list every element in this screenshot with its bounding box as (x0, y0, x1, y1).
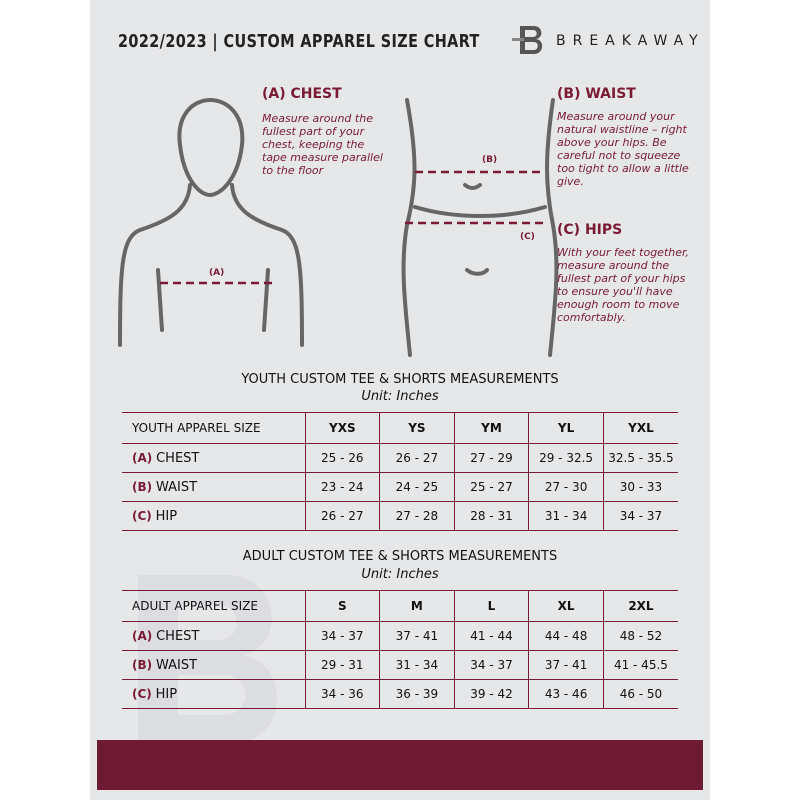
row-label: (C) HIP (122, 679, 305, 709)
table-row: (A) CHEST 34 - 37 37 - 41 41 - 44 44 - 48 48 … (122, 621, 678, 651)
lower-body-illustration (401, 98, 559, 357)
table-cell: 27 - 30 (528, 472, 604, 502)
row-letter: (B) (132, 479, 153, 494)
table-cell: 39 - 42 (453, 679, 529, 709)
table-cell: 34 - 37 (602, 501, 678, 531)
table-cell: 43 - 46 (528, 679, 604, 709)
waist-heading: (B) WAIST (557, 86, 636, 102)
table-cell: 27 - 28 (379, 501, 455, 531)
table-cell: 44 - 48 (528, 621, 604, 651)
row-letter: (A) (132, 628, 153, 643)
row-name: HIP (155, 508, 178, 524)
row-label: (B) WAIST (122, 472, 305, 502)
table-cell: 24 - 25 (379, 472, 455, 502)
size-column-header: YXL (602, 412, 678, 444)
row-name: CHEST (156, 628, 200, 644)
table-cell: 41 - 44 (453, 621, 529, 651)
row-name: WAIST (155, 657, 198, 673)
page-title: 2022/2023 | CUSTOM APPAREL SIZE CHART (118, 31, 480, 52)
adult-section-title: ADULT CUSTOM TEE & SHORTS MEASUREMENTS (242, 549, 558, 564)
table-row: (C) HIP 26 - 27 27 - 28 28 - 31 31 - 34 34 - … (122, 501, 678, 531)
table-cell: 29 - 31 (304, 650, 380, 680)
size-header: YOUTH APPAREL SIZE (122, 412, 305, 444)
youth-unit: Unit: Inches (361, 389, 439, 404)
table-cell: 32.5 - 35.5 (602, 443, 678, 473)
row-label: (A) CHEST (122, 621, 305, 651)
chest-tag: (A) (209, 268, 225, 278)
size-column-header: S (304, 590, 380, 622)
table-cell: 31 - 34 (379, 650, 455, 680)
table-header-row: YOUTH APPAREL SIZE YXS YS YM YL YXL (122, 412, 678, 444)
table-cell: 37 - 41 (528, 650, 604, 680)
table-cell: 25 - 27 (453, 472, 529, 502)
upper-body-illustration (118, 98, 304, 347)
size-column-header: XL (528, 590, 604, 622)
row-label: (C) HIP (122, 501, 305, 531)
row-label: (A) CHEST (122, 443, 305, 473)
size-column-header: YM (453, 412, 529, 444)
table-row: (A) CHEST 25 - 26 26 - 27 27 - 29 29 - 32.5 3… (122, 443, 678, 473)
row-letter: (C) (132, 508, 152, 523)
row-letter: (B) (132, 657, 153, 672)
table-cell: 30 - 33 (602, 472, 678, 502)
size-column-header: M (379, 590, 455, 622)
row-label: (B) WAIST (122, 650, 305, 680)
hips-description: With your feet together, measure around … (557, 246, 690, 324)
table-cell: 34 - 36 (304, 679, 380, 709)
row-letter: (A) (132, 450, 153, 465)
table-cell: 28 - 31 (453, 501, 529, 531)
hips-heading: (C) HIPS (557, 222, 623, 238)
size-column-header: L (453, 590, 529, 622)
table-cell: 36 - 39 (379, 679, 455, 709)
row-name: HIP (155, 686, 178, 702)
adult-unit: Unit: Inches (361, 567, 439, 582)
adult-size-table: ADULT APPAREL SIZE S M L XL 2XL (A) CHEST 34 - … (122, 590, 678, 709)
waist-description: Measure around your natural waistline – … (557, 110, 689, 188)
size-column-header: YXS (304, 412, 380, 444)
youth-section-title: YOUTH CUSTOM TEE & SHORTS MEASUREMENTS (241, 372, 559, 387)
chest-description: Measure around the fullest part of your … (262, 112, 383, 177)
table-cell: 26 - 27 (379, 443, 455, 473)
row-letter: (C) (132, 686, 152, 701)
size-column-header: YS (379, 412, 455, 444)
breakaway-logo-icon (512, 26, 543, 54)
table-cell: 25 - 26 (304, 443, 380, 473)
row-name: CHEST (156, 450, 200, 466)
table-cell: 37 - 41 (379, 621, 455, 651)
footer-bar (97, 740, 703, 790)
hips-tag: (C) (520, 232, 535, 242)
table-cell: 31 - 34 (528, 501, 604, 531)
size-column-header: 2XL (602, 590, 678, 622)
table-row: (B) WAIST 23 - 24 24 - 25 25 - 27 27 - 30 30 … (122, 472, 678, 502)
row-name: WAIST (155, 479, 198, 495)
size-header: ADULT APPAREL SIZE (122, 590, 305, 622)
size-column-header: YL (528, 412, 604, 444)
chest-heading: (A) CHEST (262, 86, 342, 102)
table-cell: 34 - 37 (453, 650, 529, 680)
table-header-row: ADULT APPAREL SIZE S M L XL 2XL (122, 590, 678, 622)
brand-name: BREAKAWAY (556, 33, 705, 49)
table-row: (C) HIP 34 - 36 36 - 39 39 - 42 43 - 46 46 - … (122, 679, 678, 709)
table-cell: 48 - 52 (602, 621, 678, 651)
table-cell: 23 - 24 (304, 472, 380, 502)
waist-tag: (B) (482, 155, 498, 165)
table-cell: 41 - 45.5 (602, 650, 678, 680)
table-cell: 26 - 27 (304, 501, 380, 531)
table-row: (B) WAIST 29 - 31 31 - 34 34 - 37 37 - 41 41 … (122, 650, 678, 680)
youth-size-table: YOUTH APPAREL SIZE YXS YS YM YL YXL (A) CHEST 2… (122, 412, 678, 531)
table-cell: 27 - 29 (453, 443, 529, 473)
table-cell: 34 - 37 (304, 621, 380, 651)
table-cell: 29 - 32.5 (528, 443, 604, 473)
table-cell: 46 - 50 (602, 679, 678, 709)
